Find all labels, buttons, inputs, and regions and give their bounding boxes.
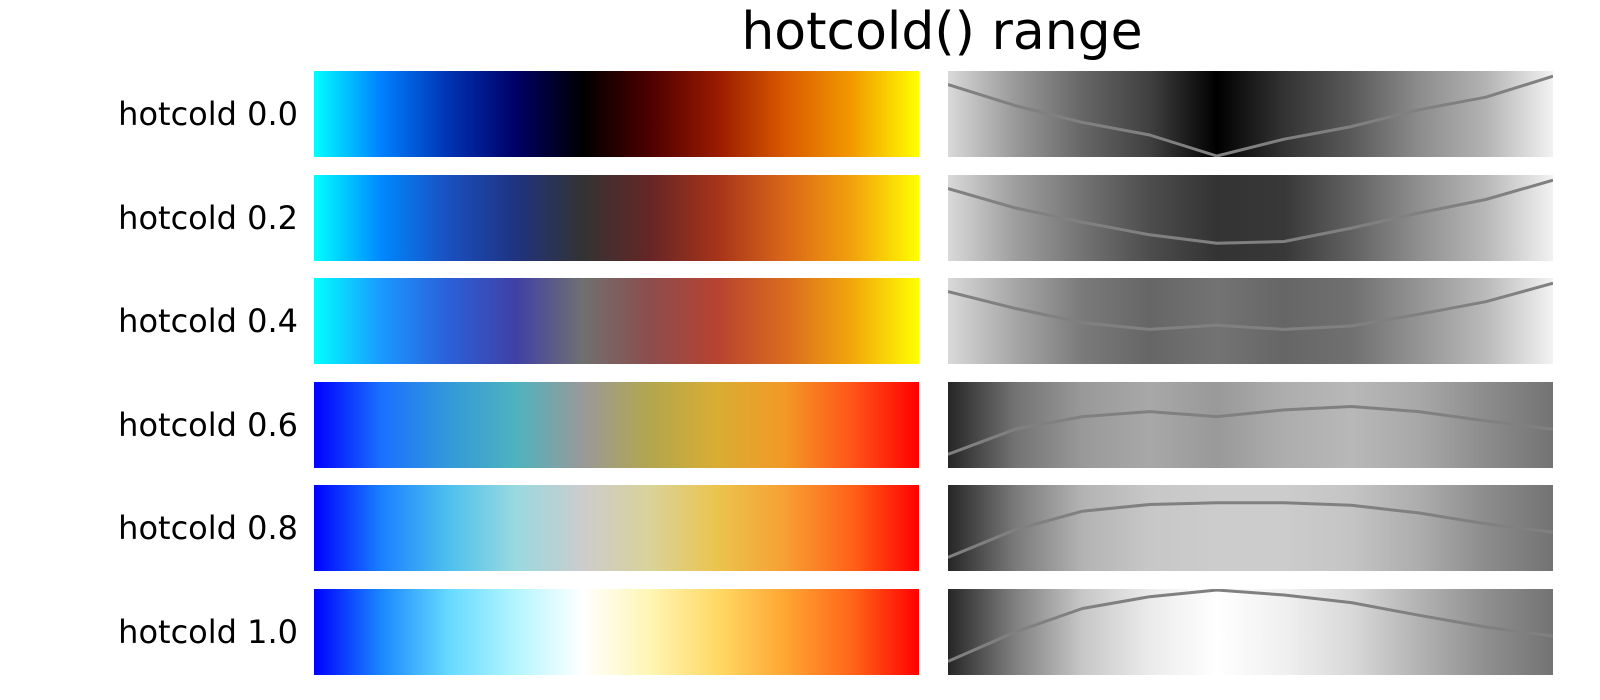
lightness-curve-plot — [948, 74, 1553, 157]
lightness-bar — [948, 71, 1553, 157]
lightness-curve — [948, 404, 1553, 456]
lightness-bar — [948, 485, 1553, 571]
lightness-curve — [948, 588, 1553, 663]
lightness-curve-plot — [948, 501, 1553, 559]
row-label: hotcold 0.8 — [118, 509, 298, 547]
lightness-curve-plot — [948, 281, 1553, 331]
row-label: hotcold 1.0 — [118, 612, 298, 651]
lightness-bar — [948, 381, 1553, 468]
lightness-curve-plot — [948, 404, 1553, 456]
colormap-bar — [314, 174, 919, 261]
colormap-bar — [314, 485, 919, 571]
colormap-bar — [314, 588, 919, 675]
lightness-curve — [948, 281, 1553, 331]
colormap-bar — [314, 278, 919, 364]
colormap-bar — [314, 71, 919, 157]
row-label: hotcold 0.0 — [118, 95, 298, 133]
row-label: hotcold 0.2 — [118, 198, 298, 237]
lightness-bar — [948, 278, 1553, 364]
lightness-bar — [948, 174, 1553, 261]
lightness-curve-plot — [948, 178, 1553, 245]
lightness-curve — [948, 74, 1553, 157]
colormap-bar — [314, 381, 919, 468]
lightness-curve — [948, 501, 1553, 559]
lightness-bar — [948, 588, 1553, 675]
row-label: hotcold 0.6 — [118, 405, 298, 444]
lightness-curve-plot — [948, 588, 1553, 663]
chart-title: hotcold() range — [0, 2, 1600, 62]
row-label: hotcold 0.4 — [118, 302, 298, 340]
chart-title-text: hotcold() range — [741, 2, 1143, 62]
lightness-curve — [948, 178, 1553, 245]
